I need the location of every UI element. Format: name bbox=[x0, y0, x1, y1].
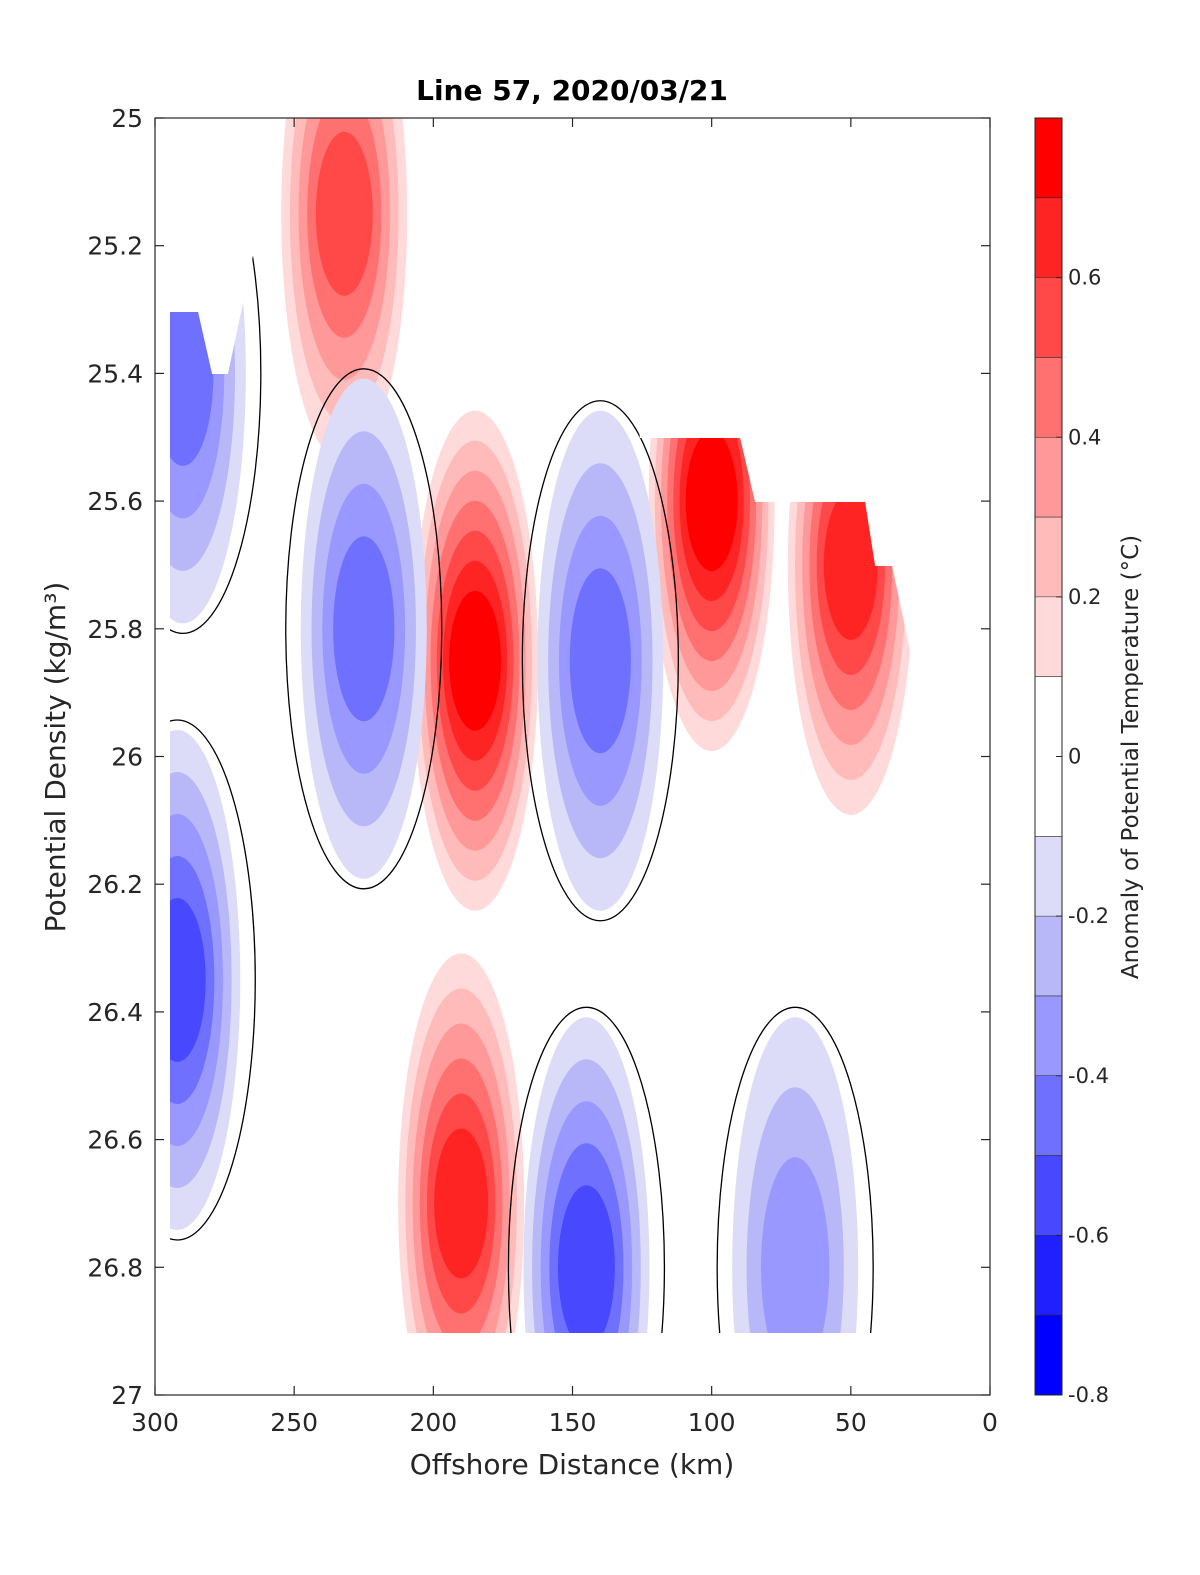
cold-anomaly bbox=[732, 1017, 859, 1333]
plot-area: 300 250 200 150 100 50 0 2525.225.425.625.8262… bbox=[87, 104, 998, 1437]
chart-title: Line 57, 2020/03/21 bbox=[416, 74, 728, 107]
colorbar-ticks: -0.8 -0.6 -0.4 -0.2 0 0.2 0.4 0.6 bbox=[1056, 266, 1109, 1407]
y-axis-ticks: 25 25.2 25.4 25.6 25.8 26 26.2 26.4 26.6 26.8 27 bbox=[87, 104, 990, 1410]
y-axis-label: Potential Density (kg/m³) bbox=[39, 582, 72, 933]
colorbar-swatch bbox=[1035, 836, 1062, 917]
zero-contour-line bbox=[285, 368, 443, 890]
colorbar-swatch bbox=[1035, 1155, 1062, 1236]
y-tick-label: 25.2 bbox=[87, 232, 143, 261]
warm-anomaly bbox=[412, 410, 539, 911]
anomaly-fields bbox=[170, 118, 914, 1333]
x-tick-label: 50 bbox=[835, 1408, 867, 1437]
anomaly-level bbox=[823, 489, 878, 640]
x-tick-label: 300 bbox=[131, 1408, 179, 1437]
colorbar-tick-label: -0.6 bbox=[1068, 1223, 1109, 1247]
colorbar-swatch bbox=[1035, 357, 1062, 438]
y-tick-label: 25.8 bbox=[87, 615, 143, 644]
colorbar-tick-label: -0.4 bbox=[1068, 1064, 1109, 1088]
zero-contour-line bbox=[170, 118, 262, 635]
anomaly-level bbox=[449, 590, 502, 731]
colorbar: -0.8 -0.6 -0.4 -0.2 0 0.2 0.4 0.6 Anomaly of Po… bbox=[1034, 117, 1144, 1407]
anomaly-level bbox=[333, 536, 395, 722]
anomaly-level bbox=[170, 897, 206, 1062]
cold-anomaly bbox=[300, 378, 427, 879]
cold-anomaly bbox=[523, 1017, 650, 1333]
anomaly-level bbox=[685, 431, 738, 572]
warm-anomaly bbox=[281, 118, 408, 464]
colorbar-swatch bbox=[1035, 995, 1062, 1076]
colorbar-swatch bbox=[1035, 277, 1062, 358]
colorbar-swatch bbox=[1035, 437, 1062, 518]
x-tick-label: 150 bbox=[549, 1408, 597, 1437]
x-axis-ticks: 300 250 200 150 100 50 0 bbox=[131, 118, 998, 1437]
colorbar-swatch bbox=[1035, 596, 1062, 677]
cold-anomaly bbox=[537, 410, 664, 911]
y-tick-label: 26 bbox=[111, 743, 143, 772]
x-tick-label: 200 bbox=[409, 1408, 457, 1437]
colorbar-swatch bbox=[1035, 517, 1062, 597]
anomaly-level bbox=[760, 1157, 830, 1333]
colorbar-tick-label: 0.4 bbox=[1068, 425, 1101, 449]
y-tick-label: 27 bbox=[111, 1381, 143, 1410]
colorbar-label: Anomaly of Potential Temperature (°C) bbox=[1118, 535, 1144, 979]
y-tick-label: 26.4 bbox=[87, 998, 143, 1027]
colorbar-tick-label: 0.2 bbox=[1068, 585, 1101, 609]
colorbar-swatches bbox=[1035, 118, 1062, 1395]
anomaly-level bbox=[434, 1128, 489, 1279]
x-axis-label: Offshore Distance (km) bbox=[410, 1448, 735, 1481]
anomaly-level bbox=[557, 1185, 615, 1333]
y-tick-label: 25.4 bbox=[87, 359, 143, 388]
colorbar-swatch bbox=[1035, 118, 1062, 198]
x-tick-label: 0 bbox=[982, 1408, 998, 1437]
warm-anomaly bbox=[398, 953, 525, 1333]
colorbar-tick-label: 0 bbox=[1068, 745, 1081, 769]
zero-contours bbox=[170, 118, 874, 1333]
anomaly-level bbox=[170, 280, 214, 466]
zero-contour-line bbox=[507, 1006, 666, 1333]
anomaly-level bbox=[315, 131, 373, 296]
colorbar-swatch bbox=[1035, 1315, 1062, 1395]
zero-contour-line bbox=[521, 400, 679, 922]
y-tick-label: 26.2 bbox=[87, 870, 143, 899]
cold-anomaly bbox=[170, 729, 241, 1230]
colorbar-tick-label: -0.2 bbox=[1068, 904, 1109, 928]
anomaly-level bbox=[569, 568, 631, 754]
y-tick-label: 25 bbox=[111, 104, 143, 133]
x-tick-label: 250 bbox=[270, 1408, 318, 1437]
colorbar-tick-label: 0.6 bbox=[1068, 266, 1101, 290]
colorbar-swatch bbox=[1035, 1235, 1062, 1316]
zero-contour-line bbox=[170, 719, 256, 1241]
colorbar-swatch bbox=[1035, 197, 1062, 278]
colorbar-swatch bbox=[1035, 1075, 1062, 1156]
y-tick-label: 26.6 bbox=[87, 1126, 143, 1155]
y-tick-label: 25.6 bbox=[87, 487, 143, 516]
colorbar-tick-label: -0.8 bbox=[1068, 1383, 1109, 1407]
x-tick-label: 100 bbox=[688, 1408, 736, 1437]
colorbar-swatch bbox=[1035, 916, 1062, 996]
y-tick-label: 26.8 bbox=[87, 1253, 143, 1282]
zero-contour-line bbox=[716, 1006, 874, 1333]
